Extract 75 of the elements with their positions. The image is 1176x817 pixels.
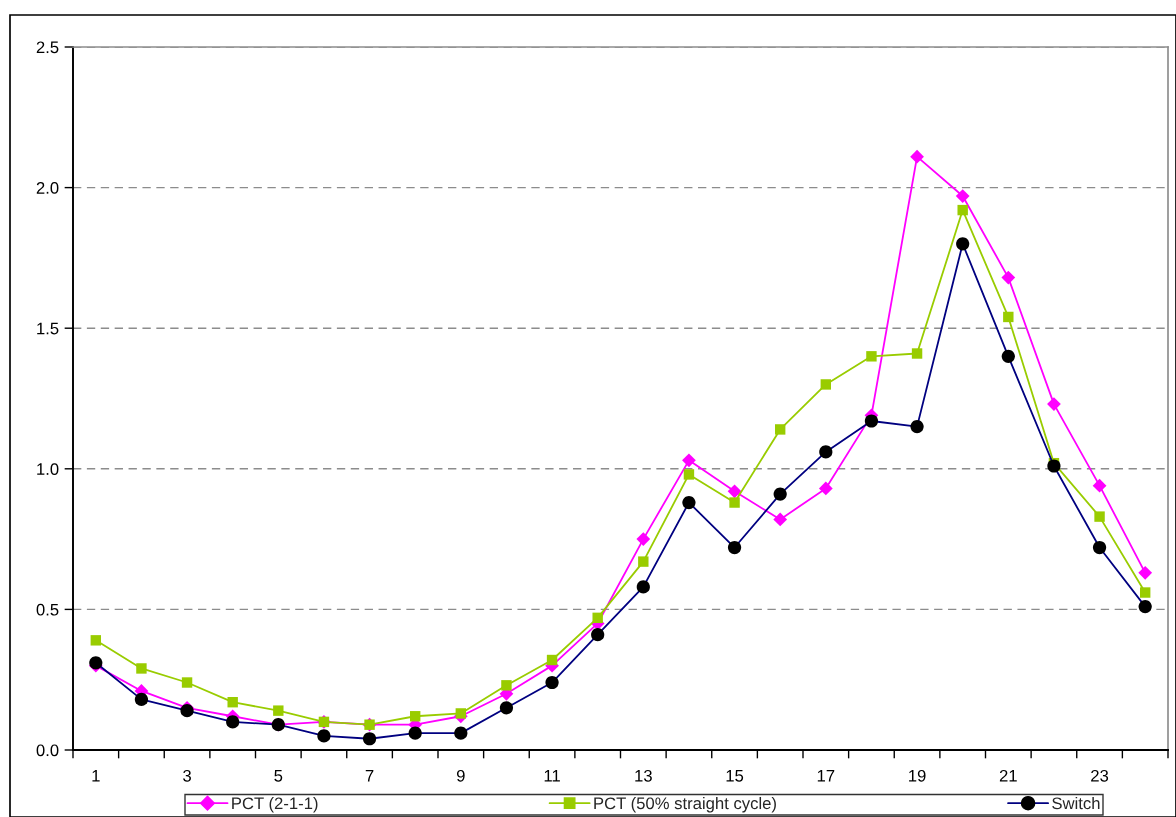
point bbox=[682, 495, 696, 510]
point bbox=[317, 729, 331, 743]
point bbox=[1138, 599, 1152, 614]
point bbox=[727, 540, 742, 555]
y-tick-label: 0.5 bbox=[36, 603, 59, 616]
x-tick-label: 21 bbox=[999, 769, 1017, 782]
point bbox=[683, 469, 695, 480]
x-tick-label: 5 bbox=[274, 770, 283, 782]
legend-label: PCT (2-1-1) bbox=[232, 796, 318, 813]
point bbox=[227, 696, 238, 708]
point bbox=[226, 715, 240, 729]
point bbox=[636, 532, 651, 546]
point bbox=[545, 675, 559, 690]
point bbox=[1047, 459, 1061, 473]
point bbox=[773, 512, 788, 527]
point bbox=[864, 414, 879, 428]
point bbox=[181, 677, 193, 688]
point bbox=[454, 726, 468, 740]
point bbox=[1094, 511, 1105, 522]
x-tick-label: 3 bbox=[183, 769, 191, 782]
point bbox=[638, 556, 649, 567]
point bbox=[818, 481, 833, 496]
point bbox=[727, 484, 742, 499]
point bbox=[729, 497, 740, 508]
x-tick-label: 19 bbox=[909, 769, 926, 782]
x-tick-label: 17 bbox=[817, 770, 835, 782]
point bbox=[501, 680, 512, 691]
point bbox=[1092, 478, 1107, 493]
point bbox=[1139, 587, 1151, 598]
point bbox=[955, 189, 970, 203]
point bbox=[866, 351, 877, 362]
y-tick-label: 1.0 bbox=[37, 463, 59, 475]
point bbox=[773, 487, 787, 501]
point bbox=[1092, 540, 1107, 555]
point bbox=[499, 701, 514, 715]
point bbox=[819, 445, 833, 459]
point bbox=[273, 705, 284, 716]
point bbox=[1001, 349, 1015, 363]
point bbox=[409, 711, 421, 722]
point bbox=[134, 692, 149, 706]
point bbox=[910, 149, 924, 164]
legend-label: PCT (50% straight cycle) bbox=[594, 796, 776, 813]
point bbox=[636, 580, 650, 594]
x-tick-label: 15 bbox=[726, 770, 744, 782]
point bbox=[362, 732, 377, 746]
x-tick-label: 13 bbox=[635, 769, 652, 782]
y-tick-label: 2.5 bbox=[36, 41, 59, 54]
point bbox=[957, 204, 968, 216]
point bbox=[774, 424, 786, 435]
point bbox=[591, 628, 605, 642]
point bbox=[1138, 565, 1153, 580]
x-tick-label: 11 bbox=[544, 770, 560, 782]
y-tick-label: 2.0 bbox=[36, 182, 59, 194]
point bbox=[592, 612, 603, 624]
point bbox=[455, 708, 467, 719]
point bbox=[820, 379, 832, 390]
point bbox=[1001, 270, 1016, 285]
point bbox=[90, 635, 102, 646]
x-tick-label: 9 bbox=[456, 769, 465, 782]
point bbox=[136, 663, 147, 674]
y-tick-label: 0.0 bbox=[36, 744, 59, 757]
point bbox=[408, 726, 422, 740]
point bbox=[1003, 311, 1014, 323]
x-tick-label: 23 bbox=[1091, 769, 1109, 782]
point bbox=[956, 237, 970, 251]
point bbox=[546, 654, 558, 666]
point bbox=[180, 704, 194, 718]
y-tick-label: 1.5 bbox=[37, 322, 59, 335]
point bbox=[1047, 397, 1061, 411]
point bbox=[910, 420, 924, 434]
legend-label: Switch bbox=[1052, 796, 1100, 810]
x-tick-label: 1 bbox=[92, 770, 100, 782]
point bbox=[682, 453, 696, 468]
x-tick-label: 7 bbox=[365, 770, 374, 782]
point bbox=[911, 348, 923, 359]
